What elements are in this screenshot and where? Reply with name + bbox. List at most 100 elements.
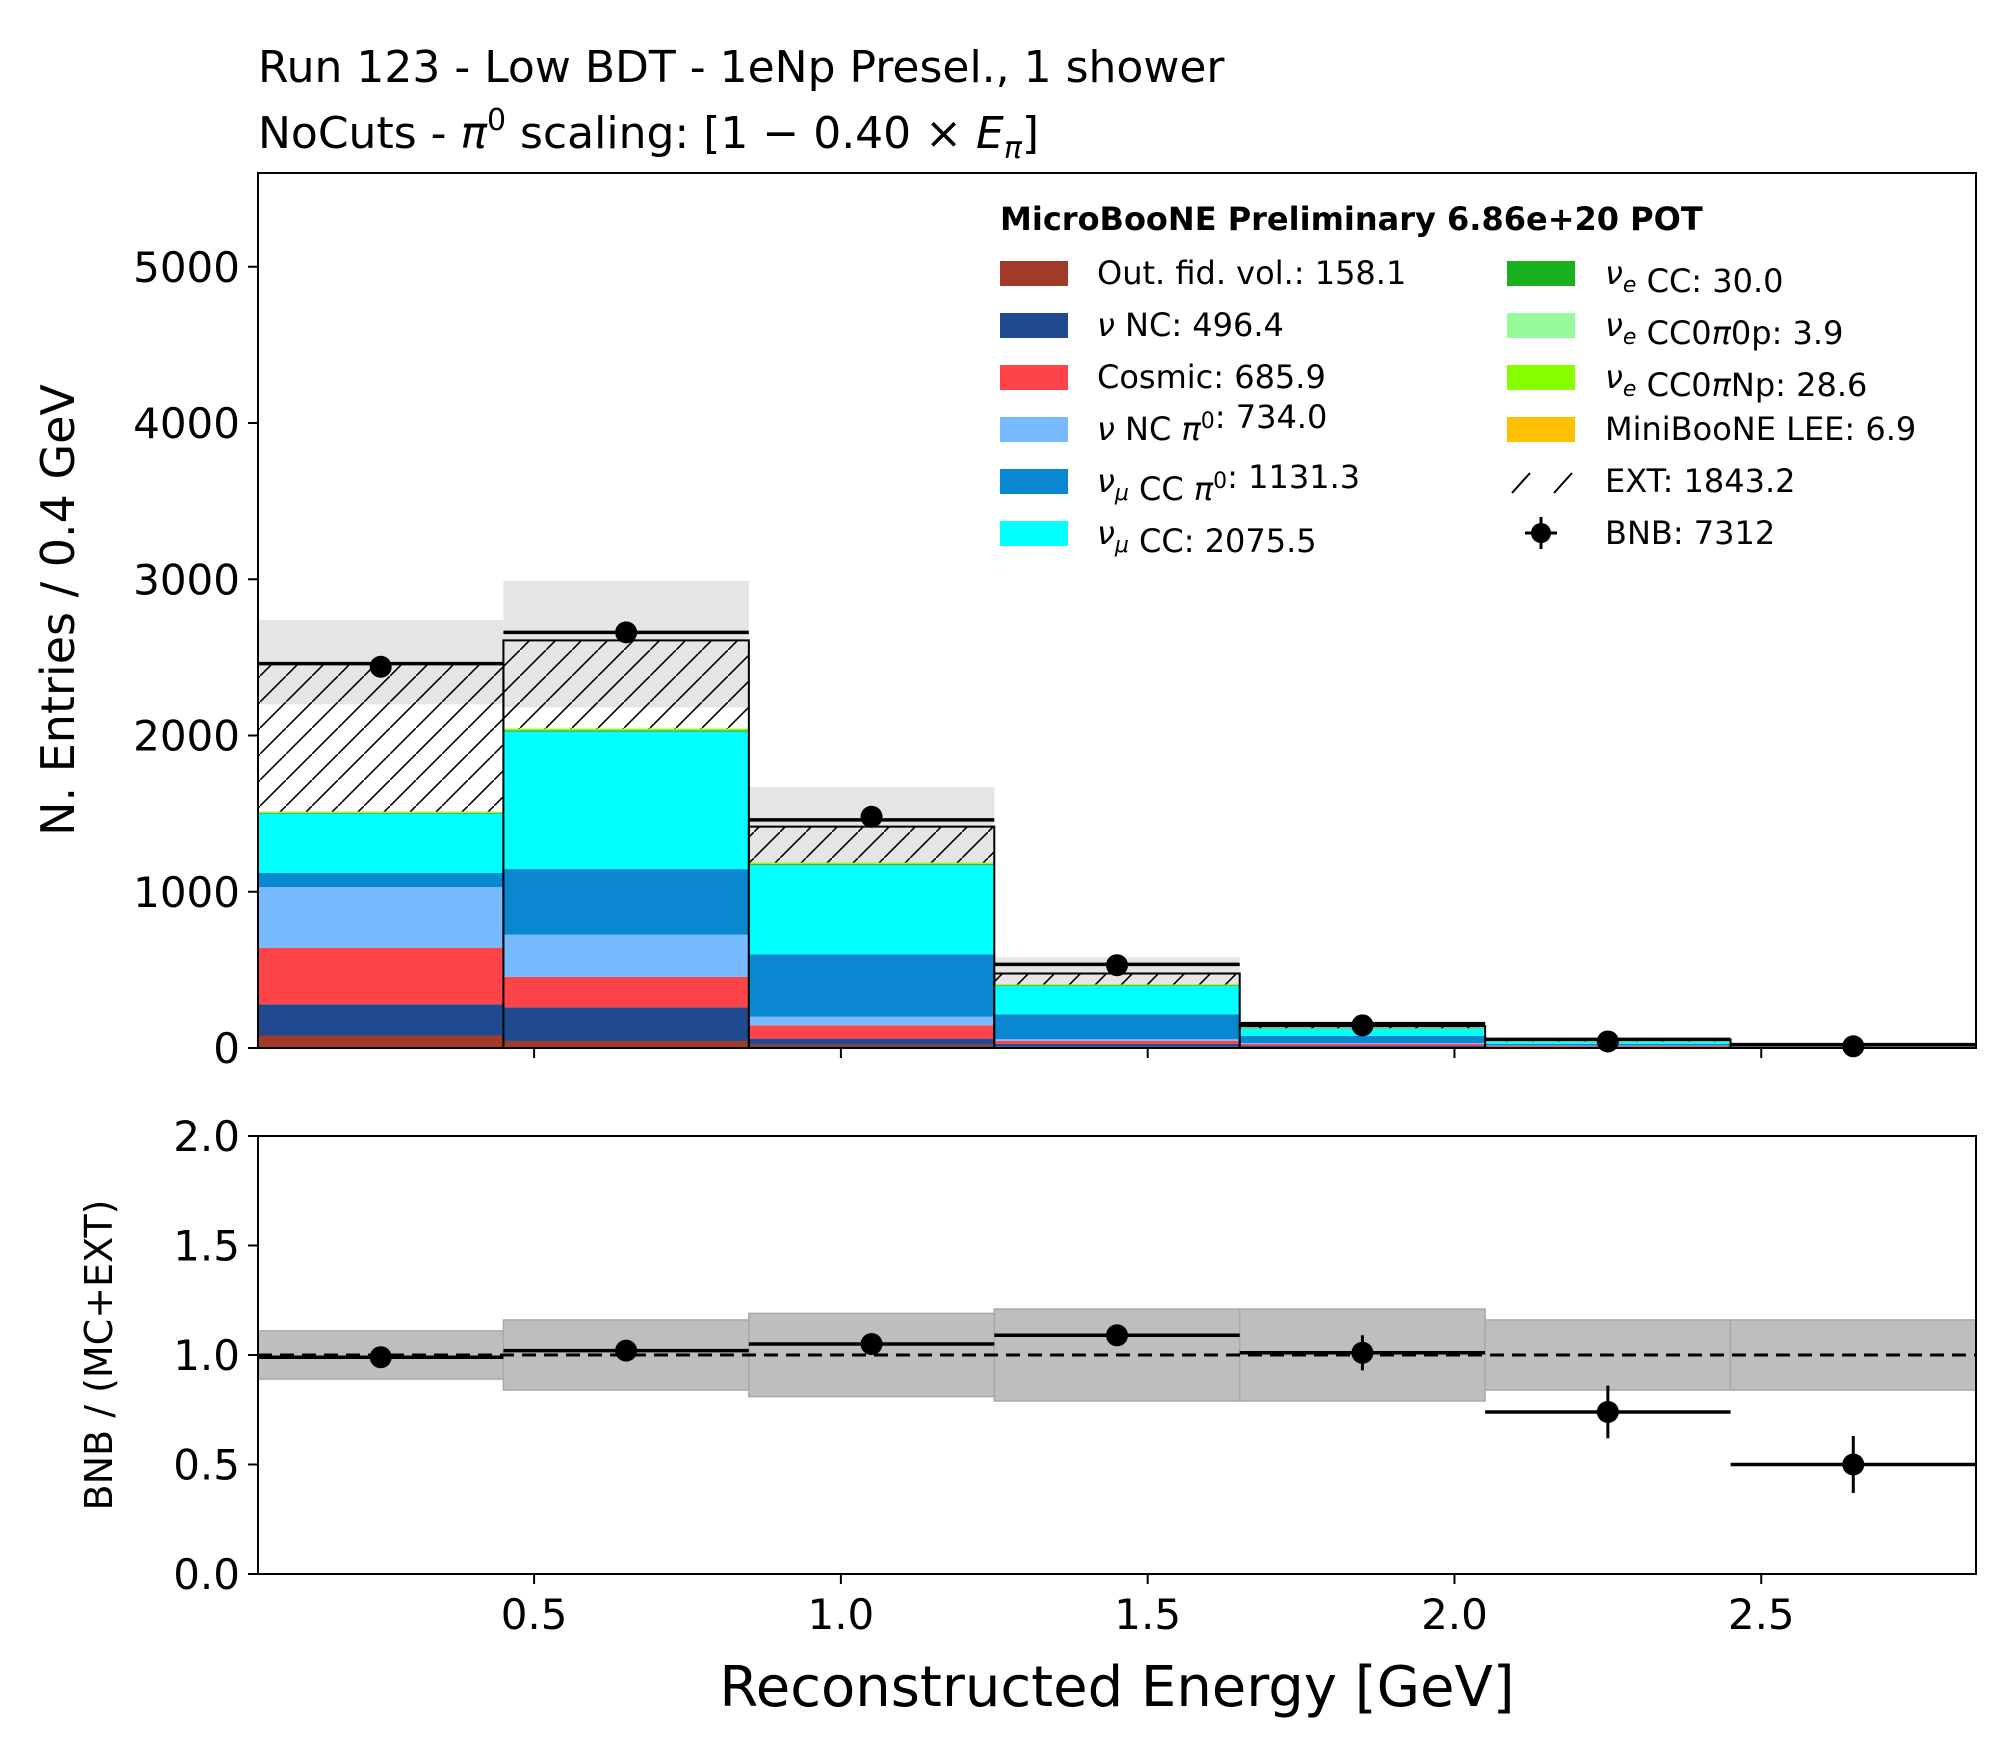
legend-label: MiniBooNE LEE: 6.9 (1605, 410, 1916, 448)
ratio-y-tick-label: 1.5 (173, 1222, 240, 1271)
legend-label: EXT: 1843.2 (1605, 462, 1796, 500)
stack-bar-nue-cc0pinp (748, 862, 995, 864)
stack-bar-cosmic (503, 976, 749, 1008)
x-axis-label: Reconstructed Energy [GeV] (719, 1655, 1514, 1720)
main-axes-frame (257, 172, 1977, 1049)
ratio-y-tick-label: 0.5 (173, 1441, 240, 1490)
stack-bar-numu-cc (748, 865, 995, 955)
legend-swatch (1000, 417, 1068, 442)
stack-bar-numu-cc-pi0 (748, 954, 995, 1017)
stack-bar-cosmic (748, 1025, 995, 1039)
chart-title-line1: Run 123 - Low BDT - 1eNp Presel., 1 show… (258, 42, 1225, 93)
x-tick-label: 2.5 (1728, 1590, 1795, 1639)
stack-bar-ext (503, 640, 749, 729)
legend-label: Cosmic: 685.9 (1097, 358, 1326, 396)
legend-label: νe CC0πNp: 28.6 (1605, 358, 1867, 404)
stack-bar-out-fid-vol- (258, 1035, 504, 1048)
title-pi-superscript: 0 (487, 103, 506, 138)
stack-bar-nu-nc-pi0 (258, 887, 504, 948)
y-tick-label: 4000 (133, 399, 240, 448)
stack-bar-numu-cc-pi0 (503, 869, 749, 935)
x-tick-label: 2.0 (1421, 1590, 1488, 1639)
legend: MicroBooNE Preliminary 6.86e+20 POT Out.… (1000, 200, 1916, 560)
legend-swatch (1000, 313, 1068, 338)
ratio-data-point (369, 1346, 392, 1369)
title-scaling-text: scaling: [1 − 0.40 × (506, 108, 976, 159)
stack-bar-nue-cc (994, 985, 1240, 987)
y-axis-label: N. Entries / 0.4 GeV (31, 384, 85, 836)
legend-hatch-mark (1511, 472, 1531, 494)
stack-bar-nue-cc0pinp (258, 812, 504, 813)
stack-bar-numu-cc (503, 731, 749, 870)
ratio-y-tick-label: 1.0 (173, 1331, 240, 1380)
ratio-data-point (1351, 1341, 1374, 1364)
legend-header: MicroBooNE Preliminary 6.86e+20 POT (1000, 200, 1703, 238)
stack-bar-nu-nc-pi0 (748, 1016, 995, 1026)
x-tick-label: 1.5 (1114, 1590, 1181, 1639)
stack-bar-nue-cc0pinp (994, 984, 1240, 986)
legend-swatch (1507, 417, 1575, 442)
stack-bar-nue-cc (258, 812, 504, 814)
legend-label: ν NC π0: 734.0 (1097, 398, 1327, 448)
legend-swatch (1000, 261, 1068, 286)
y-tick-label: 0 (213, 1024, 240, 1073)
bnb-data-point (1596, 1030, 1619, 1053)
stack-bar-numu-cc-pi0 (258, 873, 504, 888)
legend-swatch (1000, 469, 1068, 494)
stack-bar-nu-nc-pi0 (503, 934, 749, 977)
stack-bar-ext (994, 973, 1240, 985)
stack-bar-numu-cc-pi0 (994, 1014, 1240, 1040)
title-close-bracket: ] (1022, 108, 1039, 159)
y-tick-label: 2000 (133, 712, 240, 761)
stack-bar-numu-cc (994, 986, 1240, 1015)
legend-swatch (1507, 261, 1575, 286)
stack-bar-out-fid-vol- (748, 1044, 995, 1048)
stack-bar-nu-nc (748, 1038, 995, 1045)
bnb-data-point (369, 655, 392, 678)
ratio-data-point (1842, 1453, 1865, 1476)
ratio-y-tick-label: 0.0 (173, 1550, 240, 1599)
legend-swatch (1507, 365, 1575, 390)
legend-label: νμ CC π0: 1131.3 (1097, 458, 1360, 508)
legend-hatch-mark (1553, 472, 1573, 494)
title-prefix: NoCuts - (258, 108, 460, 159)
stack-bar-out-fid-vol- (503, 1040, 749, 1048)
y-tick-label: 5000 (133, 243, 240, 292)
legend-swatch (1000, 521, 1068, 546)
ratio-data-point (615, 1339, 638, 1362)
stack-bar-numu-cc (258, 813, 504, 873)
stack-bar-nu-nc-pi0 (1239, 1043, 1486, 1044)
stack-bar-ext (258, 663, 504, 812)
stack-bar-nu-nc (994, 1043, 1240, 1047)
legend-swatch (1507, 313, 1575, 338)
ratio-y-axis-label: BNB / (MC+EXT) (77, 1200, 121, 1511)
stack-bar-nue-cc0pinp (503, 728, 749, 731)
bnb-data-point (1351, 1014, 1374, 1037)
y-tick-label: 1000 (133, 868, 240, 917)
legend-swatch (1000, 365, 1068, 390)
title-e-symbol: E (976, 108, 1004, 159)
ratio-y-tick-label: 2.0 (173, 1112, 240, 1161)
x-tick-label: 0.5 (501, 1590, 568, 1639)
stack-bar-cosmic (994, 1040, 1240, 1044)
x-tick-label: 1.0 (807, 1590, 874, 1639)
ratio-data-point (1596, 1400, 1619, 1423)
bnb-data-point (860, 805, 883, 828)
ratio-data-point (1106, 1324, 1128, 1347)
legend-label: νe CC0π0p: 3.9 (1605, 306, 1843, 352)
bnb-data-point (1842, 1035, 1865, 1058)
legend-label: νe CC: 30.0 (1605, 254, 1783, 300)
stack-bar-ext (748, 826, 995, 863)
stack-bar-nu-nc (1239, 1045, 1486, 1048)
legend-label: Out. fid. vol.: 158.1 (1097, 254, 1406, 292)
title-pi-symbol: π (460, 108, 488, 159)
y-tick-label: 3000 (133, 555, 240, 604)
bnb-data-point (615, 621, 638, 644)
main-plot: 0 1000 2000 3000 4000 5000 (133, 172, 1977, 1073)
ratio-plot: 0.0 0.5 1.0 1.5 2.0 0.5 1.0 1.5 2.0 2.5 (173, 1112, 1977, 1639)
legend-bnb-marker (1531, 523, 1551, 543)
stack-bar-numu-cc-pi0 (1239, 1035, 1486, 1043)
stack-bar-nu-nc-pi0 (994, 1039, 1240, 1041)
bnb-data-point (1106, 954, 1128, 977)
